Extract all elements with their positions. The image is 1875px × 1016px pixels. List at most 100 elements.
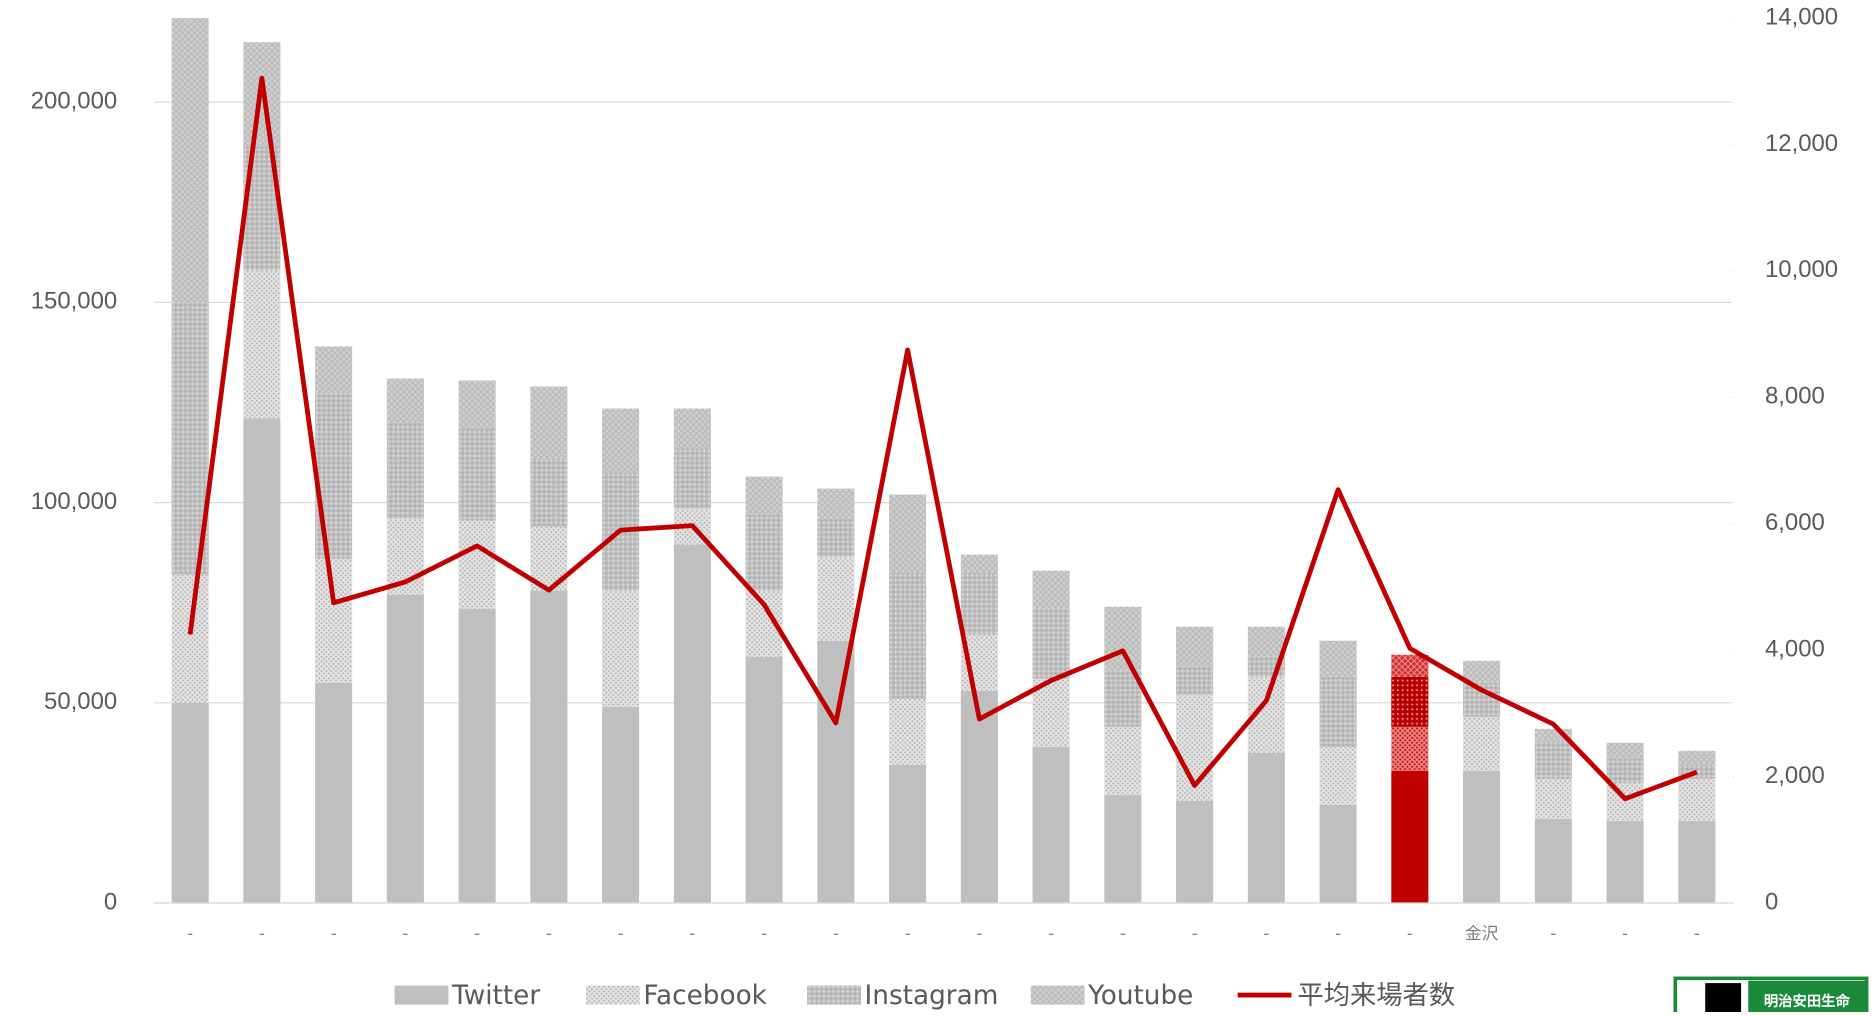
- bar-segment: [1606, 758, 1644, 783]
- bar-segment: [1104, 670, 1142, 727]
- bar-segment: [171, 574, 209, 703]
- bar-segment: [817, 518, 855, 557]
- legend-swatch: [394, 985, 449, 1005]
- bar-segment: [1463, 716, 1501, 771]
- x-tick-label: -: [402, 923, 408, 943]
- bar-segment: [745, 476, 783, 515]
- y-tick-label: 150,000: [31, 288, 117, 315]
- bar-segment: [1534, 778, 1572, 819]
- legend-swatch: [1030, 985, 1085, 1005]
- bar-segment: [1104, 794, 1142, 904]
- bar-segment: [1104, 726, 1142, 795]
- x-tick-label: -: [1622, 923, 1628, 943]
- bar-segment: [1319, 640, 1357, 677]
- y2-tick-label: 14,000: [1765, 3, 1838, 30]
- bar-segment: [817, 640, 855, 904]
- bar-segment: [1247, 626, 1285, 657]
- y2-tick-label: 8,000: [1765, 383, 1825, 410]
- bar-segment: [602, 706, 640, 904]
- x-tick-label: -: [689, 923, 695, 943]
- bar-segment: [1391, 654, 1429, 677]
- bar-segment: [530, 458, 568, 527]
- y2-tick-label: 0: [1765, 888, 1778, 915]
- x-tick-label: -: [187, 923, 193, 943]
- logo: 明治安田生命: [1673, 976, 1869, 1016]
- bar-segment: [458, 520, 496, 609]
- bar-segment: [458, 428, 496, 521]
- bar-segment: [673, 544, 711, 904]
- bar-segment: [171, 702, 209, 904]
- x-tick-label: -: [833, 923, 839, 943]
- bar-segment: [1391, 676, 1429, 727]
- bar-segment: [817, 488, 855, 519]
- bar-segment: [1606, 742, 1644, 759]
- bar-segment: [1463, 660, 1501, 683]
- logo-text: 明治安田生命: [1764, 992, 1851, 1010]
- bar-segment: [602, 408, 640, 473]
- bar-segment: [1678, 778, 1716, 821]
- bar-segment: [673, 408, 711, 449]
- bar-segment: [889, 764, 927, 904]
- bar-segment: [745, 656, 783, 904]
- bar-segment: [243, 270, 281, 419]
- bar-segment: [602, 590, 640, 707]
- x-tick-label: -: [761, 923, 767, 943]
- bar-segment: [1319, 746, 1357, 805]
- bar-segment: [889, 698, 927, 765]
- bar-segment: [386, 422, 424, 519]
- bar-segment: [1032, 570, 1070, 609]
- bar-segment: [458, 608, 496, 904]
- bar-segment: [530, 386, 568, 459]
- bar-segment: [315, 558, 353, 683]
- bar-segment: [1176, 626, 1214, 667]
- y2-tick-label: 4,000: [1765, 635, 1825, 662]
- x-tick-label: -: [1407, 923, 1413, 943]
- x-tick-label: -: [546, 923, 552, 943]
- bar-segment: [243, 418, 281, 904]
- x-tick-label: -: [1694, 923, 1700, 943]
- bar-segment: [458, 380, 496, 429]
- x-tick-label: -: [259, 923, 265, 943]
- bar-segment: [1534, 818, 1572, 904]
- legend-swatch: [585, 985, 640, 1005]
- bar-segment: [960, 554, 998, 573]
- x-tick-label: -: [905, 923, 911, 943]
- x-tick-label: -: [976, 923, 982, 943]
- bar-segment: [1319, 676, 1357, 747]
- y2-tick-label: 10,000: [1765, 256, 1838, 283]
- bar-segment: [889, 494, 927, 573]
- legend-swatch: [807, 985, 861, 1005]
- x-tick-label: -: [331, 923, 337, 943]
- bar-segment: [960, 690, 998, 904]
- bar-segment: [315, 392, 353, 559]
- bar-segment: [1391, 726, 1429, 771]
- bar-segment: [1391, 770, 1429, 904]
- bar-segment: [960, 572, 998, 635]
- bar-segment: [1032, 608, 1070, 679]
- y2-tick-label: 6,000: [1765, 509, 1825, 536]
- bar-segment: [1319, 804, 1357, 904]
- legend-label: Facebook: [643, 981, 767, 1011]
- y2-tick-label: 2,000: [1765, 762, 1825, 789]
- bar-segment: [1032, 678, 1070, 747]
- legend-label: Twitter: [451, 981, 540, 1011]
- x-tick-label: -: [1335, 923, 1341, 943]
- bar-segment: [1463, 770, 1501, 904]
- bar-segment: [1534, 740, 1572, 779]
- x-tick-label: -: [1120, 923, 1126, 943]
- bar-segment: [673, 448, 711, 509]
- bar-segment: [1606, 820, 1644, 904]
- y-tick-label: 50,000: [44, 688, 117, 715]
- x-tick-label: -: [1263, 923, 1269, 943]
- legend-label: Instagram: [865, 981, 999, 1011]
- bar-segment: [530, 590, 568, 904]
- bar-segment: [745, 514, 783, 591]
- x-tick-label: 金沢: [1465, 923, 1499, 943]
- bar-segment: [889, 572, 927, 699]
- y-tick-label: 0: [104, 888, 117, 915]
- legend-label: 平均来場者数: [1297, 981, 1455, 1011]
- bar-segment: [315, 346, 353, 393]
- x-tick-label: -: [474, 923, 480, 943]
- x-tick-label: -: [618, 923, 624, 943]
